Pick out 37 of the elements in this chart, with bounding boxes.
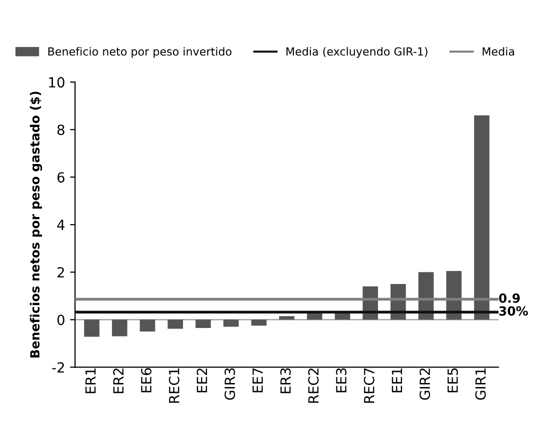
x-tick-label: ER2 (113, 368, 124, 394)
x-tick-label: REC1 (168, 368, 180, 403)
x-tick-label: EE5 (448, 368, 458, 392)
x-tick-label: EE1 (392, 368, 402, 392)
x-tick-label: EE7 (252, 368, 263, 392)
x-tick-label: REC7 (364, 368, 374, 403)
y-tick-label: 10 (49, 77, 64, 88)
y-tick-label: 6 (57, 172, 64, 183)
x-tick-label: EE6 (140, 368, 152, 392)
legend-label: Beneficio neto por peso invertido (48, 47, 232, 58)
annotation: 30% (499, 306, 528, 316)
bar (84, 320, 100, 337)
y-axis-title: Beneficios netos por peso gastado ($) (30, 92, 42, 358)
bar (279, 316, 294, 320)
x-tick-label: GIR3 (224, 368, 236, 400)
x-tick-label: ER3 (280, 368, 291, 394)
annotation: 0.9 (499, 293, 520, 303)
bar (140, 320, 156, 332)
x-tick-label: REC2 (308, 368, 319, 403)
x-tick-label: GIR2 (420, 368, 430, 400)
x-tick-label: ER1 (85, 368, 96, 394)
bar (168, 320, 183, 329)
legend-label: Media (482, 47, 514, 56)
legend-label: Media (excluyendo GIR-1) (286, 47, 428, 58)
x-tick-label: GIR1 (475, 368, 486, 400)
bar (223, 320, 239, 327)
bar (112, 320, 128, 336)
bar (196, 320, 211, 328)
y-tick-label: 8 (57, 124, 64, 136)
y-tick-label: 0 (57, 314, 64, 326)
bar (251, 320, 267, 326)
y-tick-label: 2 (58, 267, 64, 278)
x-tick-label: EE3 (336, 368, 347, 392)
bar (474, 115, 490, 320)
y-tick-label: 4 (57, 220, 65, 230)
x-tick-label: EE2 (196, 368, 208, 392)
y-tick-label: -2 (52, 362, 64, 372)
